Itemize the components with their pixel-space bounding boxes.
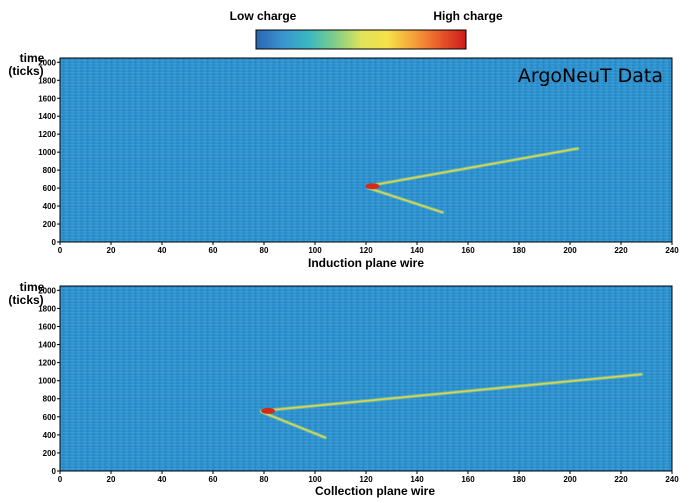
collection-ytick-label: 1000 (38, 377, 56, 386)
collection-xtick-label: 140 (410, 475, 424, 484)
induction-xtick-label: 240 (665, 246, 679, 255)
collection-xtick-label: 60 (209, 475, 218, 484)
induction-xtick-label: 60 (209, 246, 218, 255)
collection-xtick-label: 100 (308, 475, 322, 484)
induction-ylabel-line1: time (20, 51, 45, 65)
collection-xtick-label: 180 (512, 475, 526, 484)
collection-xtick-label: 20 (107, 475, 116, 484)
induction-xtick-label: 180 (512, 246, 526, 255)
induction-ytick-label: 600 (43, 184, 57, 193)
collection-ytick-label: 200 (43, 449, 57, 458)
induction-xtick-label: 120 (359, 246, 373, 255)
induction-ytick-label: 1400 (38, 112, 56, 121)
collection-ytick-label: 0 (52, 467, 57, 476)
collection-ytick-label: 1400 (38, 341, 56, 350)
collection-panel: 0 200 400 600 800 1000 1200 1400 1600 1800 2000 0 2… (8, 280, 679, 498)
induction-ytick-label: 1200 (38, 130, 56, 139)
induction-short-track (367, 187, 444, 214)
collection-ytick-label: 1600 (38, 322, 56, 331)
collection-ytick-label: 2000 (38, 286, 56, 295)
induction-long-track (367, 147, 579, 187)
induction-ytick-label: 800 (43, 166, 57, 175)
collection-xtick-label: 0 (58, 475, 63, 484)
collection-ytick-label: 1200 (38, 359, 56, 368)
induction-xlabel: Induction plane wire (308, 256, 424, 270)
induction-xtick-label: 80 (260, 246, 269, 255)
induction-ytick-label: 2000 (38, 58, 56, 67)
induction-ytick-label: 400 (43, 202, 57, 211)
collection-y-ticks: 0 200 400 600 800 1000 1200 1400 1600 1800 2000 (38, 286, 60, 476)
induction-xtick-label: 20 (107, 246, 116, 255)
induction-y-ticks: 0 200 400 600 800 1000 1200 1400 1600 1800 2000 (38, 58, 60, 247)
induction-panel: 0 200 400 600 800 1000 1200 1400 1600 1800 2000 0 2… (8, 51, 679, 270)
induction-xtick-label: 140 (410, 246, 424, 255)
induction-xtick-label: 200 (563, 246, 577, 255)
induction-xtick-label: 160 (461, 246, 475, 255)
collection-vertex (261, 407, 275, 414)
induction-tracks (365, 146, 580, 215)
collection-ylabel-line1: time (20, 280, 45, 294)
collection-xtick-label: 200 (563, 475, 577, 484)
collection-xtick-label: 220 (614, 475, 628, 484)
collection-ylabel-line2: (ticks) (8, 293, 43, 307)
induction-xtick-label: 40 (158, 246, 167, 255)
colorbar-low-label: Low charge (230, 9, 297, 23)
colorbar-high-label: High charge (433, 9, 503, 23)
collection-long-track (260, 373, 643, 412)
collection-ytick-label: 400 (43, 431, 57, 440)
colorbar (255, 29, 467, 50)
induction-ytick-label: 1000 (38, 148, 56, 157)
collection-ytick-label: 600 (43, 413, 57, 422)
induction-ytick-label: 1600 (38, 94, 56, 103)
induction-ytick-label: 200 (43, 220, 57, 229)
induction-xtick-label: 220 (614, 246, 628, 255)
collection-xtick-label: 80 (260, 475, 269, 484)
induction-ytick-label: 1800 (38, 76, 56, 85)
collection-ytick-label: 1800 (38, 304, 56, 313)
collection-xtick-label: 160 (461, 475, 475, 484)
collection-xtick-label: 240 (665, 475, 679, 484)
collection-ytick-label: 800 (43, 395, 57, 404)
induction-vertex (365, 183, 380, 190)
induction-xtick-label: 0 (58, 246, 63, 255)
collection-tracks (259, 372, 644, 440)
collection-xtick-label: 40 (158, 475, 167, 484)
collection-short-track (260, 411, 327, 439)
collection-xtick-label: 120 (359, 475, 373, 484)
induction-ylabel-line2: (ticks) (8, 64, 43, 78)
induction-xtick-label: 100 (308, 246, 322, 255)
induction-ytick-label: 0 (52, 238, 57, 247)
collection-xlabel: Collection plane wire (315, 484, 435, 498)
argoneut-data-title: ArgoNeuT Data (518, 65, 663, 87)
collection-plot-texture (60, 286, 672, 471)
induction-x-ticks: 0 20 40 60 80 100 120 140 160 180 200 220 240 (58, 242, 679, 255)
collection-x-ticks: 0 20 40 60 80 100 120 140 160 180 200 220 240 (58, 471, 679, 484)
